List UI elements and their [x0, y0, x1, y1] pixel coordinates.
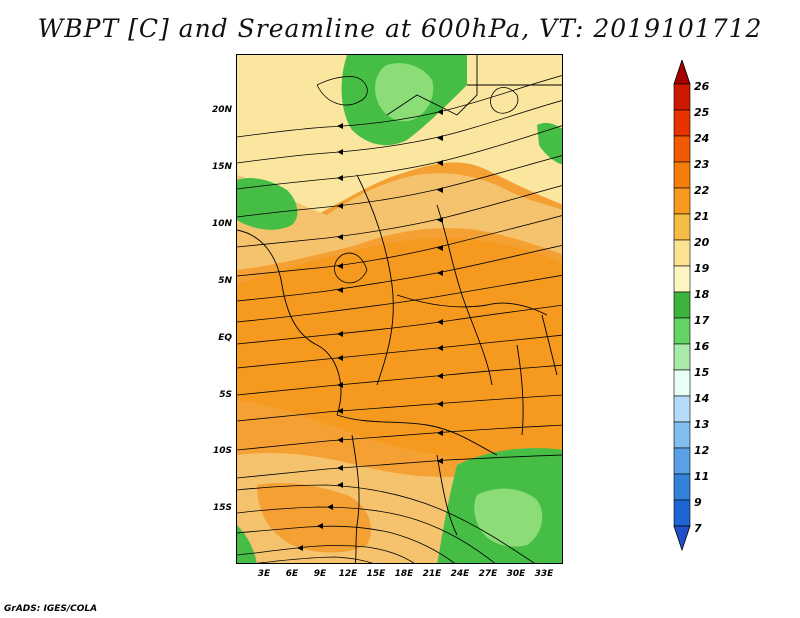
footer-credit: GrADS: IGES/COLA — [4, 604, 98, 614]
colorbar-segment — [673, 499, 691, 527]
country-borders — [237, 55, 562, 563]
wbpt-zone-19-north — [237, 55, 562, 250]
lat-label-20n: 20N — [211, 105, 232, 115]
colorbar-arrow-bottom — [673, 525, 691, 552]
lat-label-eq: EQ — [218, 333, 232, 343]
colorbar-segment — [673, 291, 691, 319]
wbpt-zone-21-south — [257, 483, 371, 553]
lon-label-12e: 12E — [338, 569, 358, 579]
map-title: WBPT [C] and Sreamline at 600hPa, VT: 20… — [37, 14, 763, 43]
wbpt-zone-17-north-a — [375, 63, 434, 122]
colorbar-label-9: 9 — [694, 496, 702, 509]
colorbar-label-7: 7 — [694, 522, 702, 535]
colorbar-label-14: 14 — [694, 392, 710, 405]
lat-label-15s: 15S — [212, 503, 232, 513]
colorbar-label-18: 18 — [694, 288, 710, 301]
map-panel — [236, 54, 563, 564]
colorbar-segment — [673, 213, 691, 241]
colorbar-label-20: 20 — [694, 236, 710, 249]
colorbar-label-23: 23 — [694, 158, 710, 171]
wbpt-zone-17-south — [474, 488, 543, 547]
colorbar-segment — [673, 447, 691, 475]
lon-label-3e: 3E — [257, 569, 271, 579]
colorbar-segment — [673, 421, 691, 449]
lon-label-30e: 30E — [506, 569, 526, 579]
colorbar-segment — [673, 473, 691, 501]
lon-label-9e: 9E — [313, 569, 327, 579]
wbpt-zone-18-north-c — [537, 122, 562, 165]
colorbar-label-16: 16 — [694, 340, 710, 353]
colorbar-label-19: 19 — [694, 262, 710, 275]
lon-label-21e: 21E — [422, 569, 442, 579]
lat-label-10s: 10S — [212, 446, 232, 456]
lon-label-18e: 18E — [394, 569, 414, 579]
streamline-arrows — [297, 109, 443, 551]
lat-label-5s: 5S — [219, 390, 232, 400]
colorbar-segment — [673, 395, 691, 423]
wbpt-zone-18-north-b — [237, 178, 298, 230]
colorbar-segment — [673, 343, 691, 371]
colorbar — [673, 60, 691, 552]
colorbar-segment — [673, 187, 691, 215]
colorbar-segment — [673, 239, 691, 267]
colorbar-label-25: 25 — [694, 106, 710, 119]
colorbar-segment — [673, 161, 691, 189]
lon-label-27e: 27E — [478, 569, 498, 579]
map-canvas — [237, 55, 562, 563]
colorbar-segment — [673, 109, 691, 137]
colorbar-label-22: 22 — [694, 184, 710, 197]
colorbar-label-11: 11 — [694, 470, 710, 483]
colorbar-label-17: 17 — [694, 314, 710, 327]
lon-label-15e: 15E — [366, 569, 386, 579]
colorbar-label-15: 15 — [694, 366, 710, 379]
streamlines — [237, 75, 562, 563]
colorbar-segment — [673, 135, 691, 163]
wbpt-zone-20-north — [237, 173, 562, 270]
lon-label-6e: 6E — [285, 569, 299, 579]
colorbar-segment — [673, 369, 691, 397]
lat-label-15n: 15N — [211, 162, 232, 172]
colorbar-segment — [673, 265, 691, 293]
colorbar-arrow-top — [673, 60, 691, 85]
colorbar-segment — [673, 83, 691, 111]
lon-label-24e: 24E — [450, 569, 470, 579]
colorbar-label-12: 12 — [694, 444, 710, 457]
wbpt-zone-21-core — [237, 238, 562, 463]
lon-label-33e: 33E — [534, 569, 554, 579]
lat-label-5n: 5N — [218, 276, 232, 286]
colorbar-segment — [673, 317, 691, 345]
colorbar-label-21: 21 — [694, 210, 710, 223]
colorbar-label-26: 26 — [694, 80, 710, 93]
colorbar-label-13: 13 — [694, 418, 710, 431]
lat-label-10n: 10N — [211, 219, 232, 229]
colorbar-label-24: 24 — [694, 132, 710, 145]
